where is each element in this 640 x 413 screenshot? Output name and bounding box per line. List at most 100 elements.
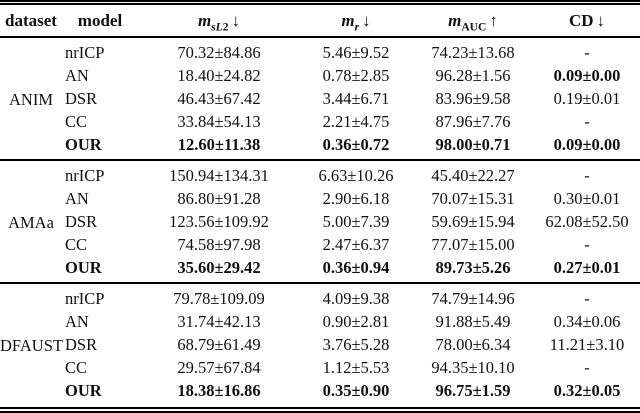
model-cell: DSR <box>65 334 98 354</box>
col-header-dataset: dataset <box>0 6 62 37</box>
mr-cell: 0.90±2.81 <box>322 311 390 331</box>
cd-cell: 0.09±0.00 <box>553 134 621 154</box>
msl2-cell: 29.57±67.84 <box>177 357 261 377</box>
mr-subscript: r <box>354 20 360 34</box>
msl2-cell: 18.40±24.82 <box>177 65 261 85</box>
cd-cell: - <box>584 165 590 185</box>
mauc-cell: 74.79±14.96 <box>431 288 515 308</box>
table-row: CC 29.57±67.84 1.12±5.53 94.35±10.10 - <box>0 356 640 379</box>
mauc-cell: 83.96±9.58 <box>435 88 511 108</box>
col-header-mauc: mAUC ↑ <box>412 6 534 37</box>
model-header-label: model <box>77 11 123 30</box>
cd-cell: - <box>584 288 590 308</box>
mauc-cell: 59.69±15.94 <box>431 211 515 231</box>
msl2-math-symbol: m <box>197 11 212 30</box>
table-header: dataset model msL2 ↓ mr ↓ mAUC ↑ CD ↓ <box>0 6 640 37</box>
down-arrow-icon: ↓ <box>231 11 241 30</box>
mauc-cell: 78.00±6.34 <box>435 334 511 354</box>
mauc-cell: 96.28±1.56 <box>435 65 511 85</box>
down-arrow-icon: ↓ <box>362 11 371 30</box>
msl2-cell: 18.38±16.86 <box>177 380 261 400</box>
header-row: dataset model msL2 ↓ mr ↓ mAUC ↑ CD ↓ <box>0 6 640 37</box>
table-row: DSR 123.56±109.92 5.00±7.39 59.69±15.94 … <box>0 210 640 233</box>
model-cell: CC <box>65 111 88 131</box>
mr-cell: 5.00±7.39 <box>322 211 390 231</box>
table-row: AN 86.80±91.28 2.90±6.18 70.07±15.31 0.3… <box>0 187 640 210</box>
col-header-mr: mr ↓ <box>300 6 412 37</box>
dataset-group-anim: ANIM nrICP 70.32±84.86 5.46±9.52 74.23±1… <box>0 37 640 160</box>
model-cell: nrICP <box>65 165 105 185</box>
mauc-cell: 98.00±0.71 <box>435 134 511 154</box>
msl2-subscript: sL2 <box>211 20 229 34</box>
dataset-header-label: dataset <box>5 11 57 30</box>
cd-cell: - <box>584 111 590 131</box>
msl2-cell: 86.80±91.28 <box>177 188 261 208</box>
mr-cell: 6.63±10.26 <box>318 165 394 185</box>
model-cell: CC <box>65 234 88 254</box>
cd-cell: 0.27±0.01 <box>553 257 621 277</box>
mr-cell: 2.90±6.18 <box>322 188 390 208</box>
mr-cell: 1.12±5.53 <box>322 357 390 377</box>
mr-cell: 0.36±0.94 <box>322 257 390 277</box>
model-cell: AN <box>65 311 89 331</box>
cd-cell: 11.21±3.10 <box>549 334 625 354</box>
model-cell: OUR <box>65 134 102 154</box>
mr-cell: 0.78±2.85 <box>322 65 390 85</box>
mauc-cell: 77.07±15.00 <box>431 234 515 254</box>
mr-cell: 3.44±6.71 <box>322 88 390 108</box>
model-cell: OUR <box>65 380 102 400</box>
results-table: dataset model msL2 ↓ mr ↓ mAUC ↑ CD ↓ ANIM n… <box>0 6 640 405</box>
msl2-cell: 79.78±109.09 <box>173 288 265 308</box>
col-header-cd: CD ↓ <box>534 6 640 37</box>
dataset-group-amaa: AMAa nrICP 150.94±134.31 6.63±10.26 45.4… <box>0 160 640 283</box>
model-cell: nrICP <box>65 42 105 62</box>
table-row: AMAa nrICP 150.94±134.31 6.63±10.26 45.4… <box>0 160 640 233</box>
msl2-cell: 68.79±61.49 <box>177 334 261 354</box>
table-row: OUR 35.60±29.42 0.36±0.94 89.73±5.26 0.2… <box>0 256 640 283</box>
mr-cell: 0.35±0.90 <box>322 380 390 400</box>
down-arrow-icon: ↓ <box>596 11 606 30</box>
table-row: AN 31.74±42.13 0.90±2.81 91.88±5.49 0.34… <box>0 310 640 333</box>
msl2-cell: 150.94±134.31 <box>169 165 269 185</box>
cd-cell: 62.08±52.50 <box>545 211 629 231</box>
cd-cell: 0.19±0.01 <box>553 88 621 108</box>
col-header-msl2: msL2 ↓ <box>138 6 300 37</box>
mauc-cell: 91.88±5.49 <box>435 311 511 331</box>
table-row: OUR 12.60±11.38 0.36±0.72 98.00±0.71 0.0… <box>0 133 640 160</box>
dataset-group-dfaust: DFAUST nrICP 79.78±109.09 4.09±9.38 74.7… <box>0 283 640 405</box>
mr-cell: 4.09±9.38 <box>322 288 390 308</box>
table-row: AN 18.40±24.82 0.78±2.85 96.28±1.56 0.09… <box>0 64 640 87</box>
mr-cell: 5.46±9.52 <box>322 42 390 62</box>
model-cell: OUR <box>65 257 102 277</box>
model-cell: CC <box>65 357 88 377</box>
model-cell: DSR <box>65 211 98 231</box>
msl2-cell: 74.58±97.98 <box>177 234 261 254</box>
dataset-label: AMAa <box>8 213 54 232</box>
msl2-cell: 70.32±84.86 <box>177 42 261 62</box>
table-row: ANIM nrICP 70.32±84.86 5.46±9.52 74.23±1… <box>0 37 640 110</box>
table-row: DSR 46.43±67.42 3.44±6.71 83.96±9.58 0.1… <box>0 87 640 110</box>
msl2-cell: 12.60±11.38 <box>177 134 261 154</box>
dataset-label: ANIM <box>9 90 53 109</box>
mr-cell: 2.47±6.37 <box>322 234 390 254</box>
mauc-cell: 96.75±1.59 <box>435 380 511 400</box>
mauc-cell: 74.23±13.68 <box>431 42 515 62</box>
msl2-cell: 46.43±67.42 <box>177 88 261 108</box>
mr-cell: 3.76±5.28 <box>322 334 390 354</box>
up-arrow-icon: ↑ <box>489 11 498 30</box>
dataset-label: DFAUST <box>0 336 63 355</box>
msl2-cell: 123.56±109.92 <box>169 211 269 231</box>
col-header-model: model <box>62 6 138 37</box>
cd-cell: 0.30±0.01 <box>553 188 621 208</box>
msl2-cell: 35.60±29.42 <box>177 257 261 277</box>
mauc-cell: 45.40±22.27 <box>431 165 515 185</box>
mr-cell: 2.21±4.75 <box>322 111 390 131</box>
cd-header-label: CD <box>568 11 594 30</box>
cd-cell: - <box>584 357 590 377</box>
cd-cell: 0.09±0.00 <box>553 65 621 85</box>
mauc-cell: 87.96±7.76 <box>435 111 511 131</box>
mauc-cell: 89.73±5.26 <box>435 257 511 277</box>
model-cell: AN <box>65 188 89 208</box>
table-row: DFAUST nrICP 79.78±109.09 4.09±9.38 74.7… <box>0 283 640 356</box>
